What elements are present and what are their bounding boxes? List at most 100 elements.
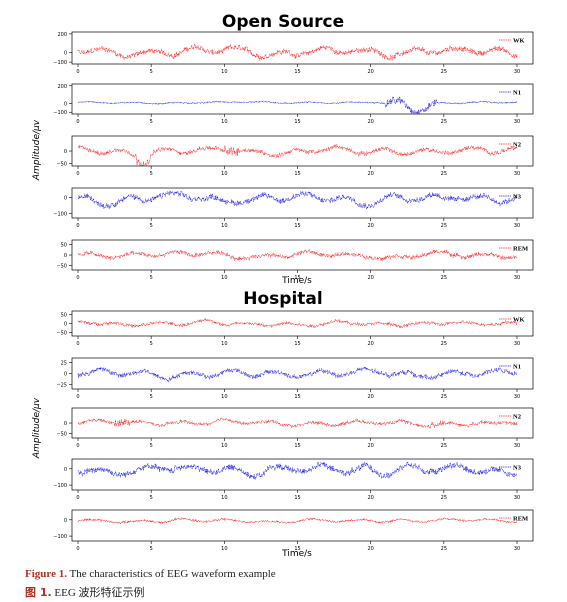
y-tick-label: −50 xyxy=(56,162,67,168)
eeg-trace-wk xyxy=(77,317,518,329)
y-tick-label: 0 xyxy=(64,253,67,259)
legend-label-wk: WK xyxy=(513,38,525,45)
y-axis-label: Amplitude/μv xyxy=(32,397,42,459)
x-tick-label: 0 xyxy=(76,69,79,75)
panel-frame xyxy=(71,239,534,271)
x-tick-label: 30 xyxy=(514,394,520,400)
legend-label-n3: N3 xyxy=(513,194,522,201)
x-tick-label: 20 xyxy=(367,69,373,75)
x-axis-label: Time/s xyxy=(281,549,312,559)
x-tick-label: 15 xyxy=(294,546,300,552)
y-tick-label: −50 xyxy=(56,432,67,438)
x-tick-label: 15 xyxy=(294,443,300,449)
panel-frame xyxy=(71,83,534,115)
x-tick-label: 5 xyxy=(150,171,153,177)
x-tick-label: 0 xyxy=(76,341,79,347)
y-tick-label: 50 xyxy=(61,242,67,248)
eeg-trace-n3 xyxy=(77,461,518,480)
y-tick-label: −50 xyxy=(56,264,67,270)
x-tick-label: 25 xyxy=(441,171,447,177)
x-tick-label: 5 xyxy=(150,341,153,347)
x-tick-label: 5 xyxy=(150,443,153,449)
x-tick-label: 15 xyxy=(294,341,300,347)
y-tick-label: 0 xyxy=(64,421,67,427)
eeg-trace-n2 xyxy=(77,143,518,166)
x-tick-label: 20 xyxy=(367,495,373,501)
x-tick-label: 5 xyxy=(150,119,153,125)
x-tick-label: 10 xyxy=(221,443,227,449)
legend-label-n2: N2 xyxy=(513,142,521,149)
x-tick-label: 25 xyxy=(441,119,447,125)
y-tick-label: 0 xyxy=(64,518,67,524)
panel-n3: 0 −100 0 5 10 15 20 25 30 N3 xyxy=(53,458,534,501)
legend-label-n1: N1 xyxy=(513,90,521,97)
x-tick-label: 25 xyxy=(441,341,447,347)
x-tick-label: 5 xyxy=(150,495,153,501)
legend-label-n2: N2 xyxy=(513,414,521,421)
x-tick-label: 0 xyxy=(76,394,79,400)
x-tick-label: 10 xyxy=(221,69,227,75)
x-tick-label: 0 xyxy=(76,443,79,449)
x-tick-label: 10 xyxy=(221,546,227,552)
x-tick-label: 20 xyxy=(367,443,373,449)
x-tick-label: 10 xyxy=(221,275,227,281)
y-tick-label: −100 xyxy=(53,60,67,66)
panel-rem: 0 −100 0 5 10 15 20 25 30 REM xyxy=(53,509,534,552)
x-tick-label: 25 xyxy=(441,275,447,281)
x-tick-label: 30 xyxy=(514,495,520,501)
y-tick-label: −100 xyxy=(53,211,67,217)
y-tick-label: 200 xyxy=(57,32,67,38)
x-tick-label: 10 xyxy=(221,341,227,347)
y-tick-label: 0 xyxy=(64,467,67,473)
x-tick-label: 20 xyxy=(367,394,373,400)
y-tick-label: 50 xyxy=(61,313,67,319)
panel-frame xyxy=(71,407,534,439)
x-tick-label: 20 xyxy=(367,546,373,552)
x-tick-label: 30 xyxy=(514,443,520,449)
x-tick-label: 25 xyxy=(441,69,447,75)
x-tick-label: 0 xyxy=(76,495,79,501)
x-tick-label: 25 xyxy=(441,443,447,449)
x-tick-label: 5 xyxy=(150,394,153,400)
x-tick-label: 30 xyxy=(514,546,520,552)
y-tick-label: −50 xyxy=(56,330,67,336)
x-tick-label: 15 xyxy=(294,223,300,229)
y-tick-label: 0 xyxy=(64,51,67,57)
chart-title: Hospital xyxy=(243,289,322,309)
x-tick-label: 30 xyxy=(514,171,520,177)
x-tick-label: 15 xyxy=(294,275,300,281)
y-tick-label: 200 xyxy=(57,84,67,90)
panel-n3: 0 −100 0 5 10 15 20 25 30 N3 xyxy=(53,187,534,229)
x-tick-label: 30 xyxy=(514,275,520,281)
x-axis-label: Time/s xyxy=(281,276,312,286)
x-tick-label: 25 xyxy=(441,546,447,552)
x-tick-label: 10 xyxy=(221,171,227,177)
x-tick-label: 15 xyxy=(294,495,300,501)
eeg-trace-rem xyxy=(77,517,518,525)
y-tick-label: 0 xyxy=(64,322,67,328)
panel-n1: 200 0 −100 0 5 10 15 20 25 30 N1 xyxy=(53,83,534,125)
legend-label-rem: REM xyxy=(513,516,528,523)
legend-label-rem: REM xyxy=(513,246,528,253)
y-tick-label: 0 xyxy=(64,101,67,107)
y-tick-label: 25 xyxy=(61,360,67,366)
panel-frame xyxy=(71,135,534,167)
y-tick-label: 0 xyxy=(64,372,67,378)
eeg-trace-rem xyxy=(77,248,518,262)
panel-frame xyxy=(71,458,534,491)
x-tick-label: 30 xyxy=(514,69,520,75)
chart-title: Open Source xyxy=(222,12,344,32)
panel-rem: 50 0 −50 0 5 10 15 20 25 30 REM xyxy=(56,239,534,281)
panel-wk: 200 0 −100 0 5 10 15 20 25 30 WK xyxy=(53,31,534,75)
x-tick-label: 30 xyxy=(514,341,520,347)
x-tick-label: 10 xyxy=(221,223,227,229)
x-tick-label: 20 xyxy=(367,341,373,347)
x-tick-label: 30 xyxy=(514,223,520,229)
eeg-trace-n1 xyxy=(77,96,518,114)
x-tick-label: 15 xyxy=(294,119,300,125)
caption-chinese: 图 1. EEG 波形特征示例 xyxy=(25,584,145,600)
caption-english: Figure 1. The characteristics of EEG wav… xyxy=(25,568,276,580)
y-axis-label: Amplitude/μv xyxy=(32,119,42,181)
